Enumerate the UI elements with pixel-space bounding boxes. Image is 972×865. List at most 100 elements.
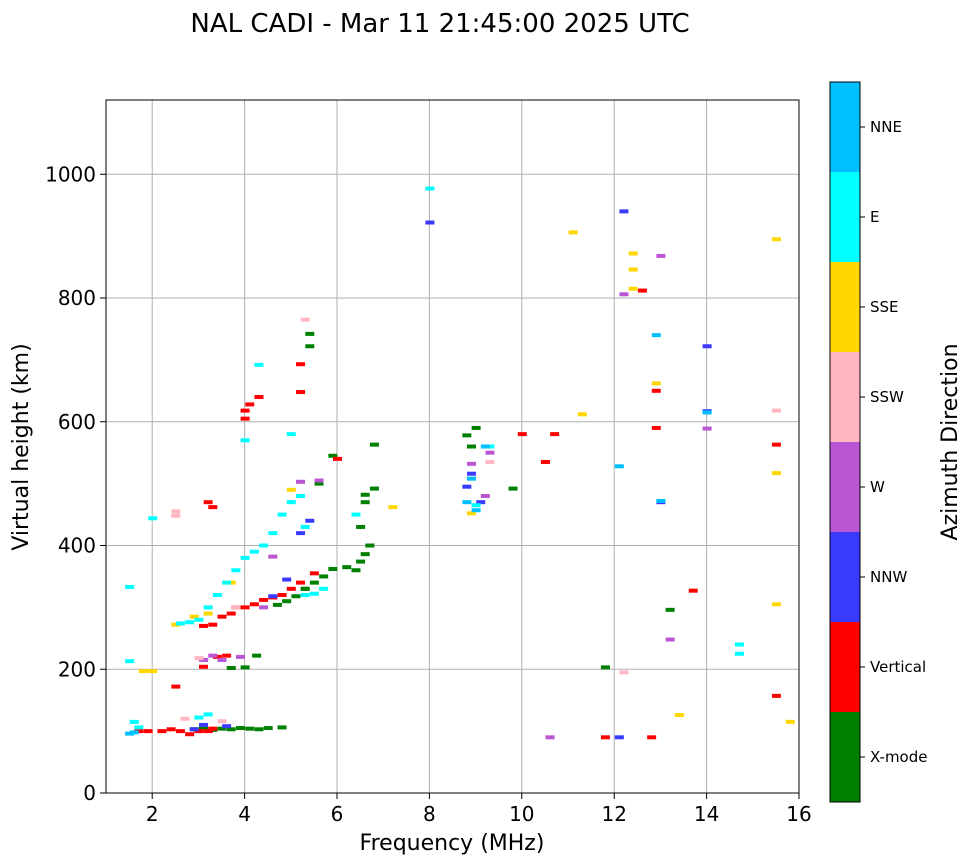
data-point-vertical — [277, 593, 287, 597]
data-point-sse — [651, 381, 661, 386]
y-tick-label: 0 — [83, 781, 96, 805]
data-point-vertical — [240, 416, 250, 421]
data-point-vertical — [185, 732, 195, 737]
data-point-ssw — [485, 459, 495, 464]
x-axis-label: Frequency (MHz) — [360, 831, 545, 856]
data-point-w — [259, 605, 269, 610]
data-point-vertical — [286, 586, 296, 591]
data-point-x-mode — [277, 725, 287, 730]
data-point-x-mode — [365, 543, 375, 548]
data-point-vertical — [208, 505, 218, 510]
x-tick-label: 10 — [509, 802, 534, 826]
data-point-sse — [226, 580, 236, 585]
data-point-x-mode — [351, 568, 361, 573]
data-point-nne — [702, 410, 712, 415]
data-point-e — [134, 725, 144, 730]
data-point-x-mode — [252, 653, 262, 658]
data-point-x-mode — [226, 727, 236, 732]
data-point-sse — [568, 230, 578, 235]
data-point-vertical — [203, 729, 213, 734]
data-point-x-mode — [360, 552, 370, 557]
data-point-vertical — [143, 729, 153, 734]
data-point-nne — [614, 464, 624, 469]
data-point-x-mode — [369, 486, 379, 491]
y-axis-label: Virtual height (km) — [9, 343, 34, 550]
x-tick-label: 2 — [146, 802, 159, 826]
data-point-w — [208, 653, 218, 658]
data-point-x-mode — [217, 726, 227, 731]
data-point-nnw — [222, 724, 232, 729]
data-point-x-mode — [466, 444, 476, 449]
data-point-x-mode — [356, 559, 366, 564]
data-point-nnw — [466, 471, 476, 476]
colorbar-segment — [830, 352, 860, 442]
data-point-x-mode — [235, 726, 245, 731]
data-point-e — [471, 503, 481, 508]
data-point-x-mode — [369, 442, 379, 447]
x-tick-label: 14 — [694, 802, 719, 826]
data-point-vertical — [309, 571, 319, 576]
data-point-e — [425, 186, 435, 191]
data-point-sse — [771, 471, 781, 476]
data-point-x-mode — [199, 726, 209, 731]
data-point-vertical — [222, 653, 232, 658]
data-point-sse — [771, 602, 781, 607]
data-point-sse — [628, 267, 638, 272]
colorbar-tick-label: W — [870, 478, 885, 496]
data-point-sse — [388, 505, 398, 510]
colorbar-segment — [830, 442, 860, 532]
data-point-x-mode — [508, 486, 518, 491]
colorbar-tick-label: Vertical — [870, 658, 926, 676]
data-point-w — [656, 253, 666, 258]
data-point-vertical — [212, 654, 222, 659]
colorbar-tick-label: NNE — [870, 118, 902, 136]
data-point-ssw — [231, 605, 241, 610]
data-point-vertical — [203, 500, 213, 505]
data-point-nne — [462, 500, 472, 505]
data-point-e — [286, 500, 296, 505]
data-point-w — [480, 494, 490, 498]
data-point-ssw — [619, 670, 629, 675]
data-point-e — [734, 642, 744, 647]
data-point-vertical — [254, 395, 264, 399]
data-point-e — [148, 516, 158, 521]
data-point-ssw — [171, 513, 181, 518]
x-tick-label: 8 — [423, 802, 436, 826]
data-marks — [125, 186, 795, 740]
data-point-e — [240, 438, 250, 443]
data-point-x-mode — [300, 586, 310, 591]
data-point-vertical — [771, 442, 781, 447]
data-point-x-mode — [272, 602, 282, 607]
data-point-e — [231, 568, 241, 573]
data-point-sse — [286, 487, 296, 492]
data-point-e — [485, 444, 495, 449]
x-tick-label: 6 — [331, 802, 344, 826]
data-point-nnw — [462, 484, 472, 489]
data-point-vertical — [550, 432, 560, 437]
data-point-e — [129, 719, 139, 724]
colorbar-frame — [829, 81, 861, 803]
data-point-e — [259, 543, 269, 548]
x-tick-label: 12 — [601, 802, 626, 826]
data-point-x-mode — [360, 500, 370, 505]
data-point-sse — [577, 412, 587, 417]
data-point-vertical — [651, 388, 661, 393]
y-tick-label: 400 — [58, 534, 96, 558]
data-point-vertical — [175, 729, 185, 734]
data-point-sse — [138, 669, 148, 674]
colorbar-tick-label: NNW — [870, 568, 907, 586]
data-point-nne — [480, 444, 490, 449]
data-point-sse — [189, 614, 199, 619]
y-tick-label: 800 — [58, 286, 96, 310]
data-point-x-mode — [471, 425, 481, 430]
data-point-nnw — [268, 594, 278, 599]
data-point-nnw — [296, 531, 306, 536]
data-point-sse — [785, 719, 795, 724]
data-point-w — [199, 657, 209, 662]
data-point-sse — [148, 669, 158, 674]
data-point-e — [300, 524, 310, 529]
data-point-nne — [129, 730, 139, 735]
data-point-vertical — [296, 390, 306, 395]
data-point-x-mode — [305, 344, 315, 349]
